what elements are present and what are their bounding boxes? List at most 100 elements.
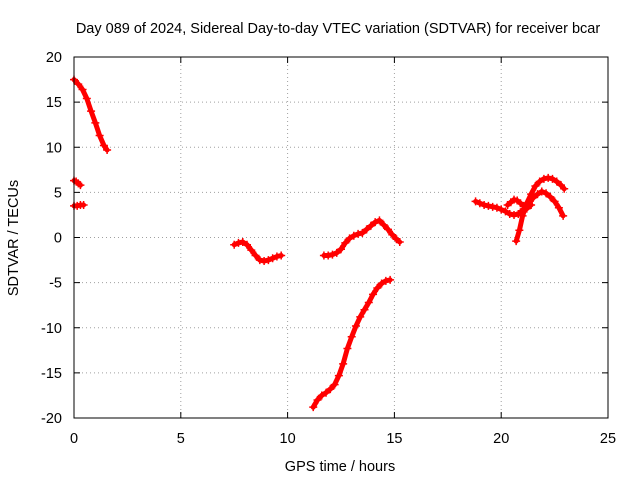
- data-point: [373, 284, 382, 293]
- data-point: [358, 228, 367, 237]
- data-point: [349, 231, 358, 240]
- data-point: [313, 395, 322, 404]
- data-point: [546, 192, 555, 201]
- data-point: [369, 290, 378, 299]
- data-point: [550, 197, 559, 206]
- data-point: [234, 238, 243, 247]
- series-arc-9: [512, 173, 569, 246]
- data-point: [79, 201, 88, 210]
- data-point: [247, 246, 256, 255]
- data-point: [360, 305, 369, 314]
- data-point: [354, 229, 363, 238]
- data-point: [542, 189, 551, 198]
- data-point: [103, 145, 112, 154]
- data-point: [377, 279, 386, 288]
- data-point: [277, 251, 286, 260]
- data-point: [366, 221, 375, 230]
- data-point: [515, 226, 524, 235]
- data-point: [484, 201, 493, 210]
- data-point: [383, 225, 392, 234]
- data-point: [381, 276, 390, 285]
- data-point: [345, 234, 354, 243]
- x-tick-label: 10: [280, 431, 296, 447]
- data-point: [332, 248, 341, 257]
- y-tick-label: -20: [41, 411, 62, 427]
- data-point: [268, 254, 277, 263]
- data-point: [512, 237, 521, 246]
- data-point: [475, 199, 484, 208]
- x-tick-label: 5: [177, 431, 185, 447]
- data-point: [309, 403, 318, 412]
- series-arc-6: [319, 216, 404, 260]
- data-point: [347, 332, 356, 341]
- data-point: [524, 199, 533, 208]
- data-point: [99, 141, 108, 150]
- data-point: [492, 203, 501, 212]
- x-tick-label: 0: [70, 431, 78, 447]
- data-point: [537, 187, 546, 196]
- x-tick-labels: 0 5 10 15 20 25: [70, 431, 616, 447]
- y-tick-label: -15: [41, 366, 62, 382]
- data-point: [559, 211, 568, 220]
- data-point: [544, 173, 553, 182]
- data-point: [322, 388, 331, 397]
- y-tick-label: 10: [46, 140, 62, 156]
- data-point: [379, 220, 388, 229]
- data-point: [539, 174, 548, 183]
- data-point: [87, 107, 96, 116]
- data-point: [341, 238, 350, 247]
- data-point: [388, 230, 397, 239]
- data-point: [364, 298, 373, 307]
- data-point: [510, 210, 519, 219]
- data-point: [317, 391, 326, 400]
- data-series: [70, 75, 569, 412]
- data-point: [91, 118, 100, 127]
- data-point: [552, 177, 561, 186]
- data-point: [529, 193, 538, 202]
- data-point: [343, 344, 352, 353]
- data-point: [230, 240, 239, 249]
- data-point: [471, 197, 480, 206]
- data-point: [324, 251, 333, 260]
- data-point: [260, 256, 269, 265]
- y-tick-label: -5: [49, 276, 62, 292]
- y-tick-label: 5: [54, 185, 62, 201]
- data-point: [501, 207, 510, 216]
- data-point: [516, 208, 525, 217]
- data-point: [76, 181, 85, 190]
- data-point: [334, 371, 343, 380]
- y-tick-labels: -20 -15 -10 -5 0 5 10 15 20: [41, 50, 62, 427]
- data-point: [337, 245, 345, 254]
- data-point: [264, 256, 273, 265]
- data-point: [272, 252, 281, 261]
- data-point: [78, 85, 87, 94]
- series-arc-4: [230, 238, 286, 265]
- series-arc-5: [309, 275, 395, 412]
- data-point: [82, 94, 91, 103]
- x-tick-label: 20: [493, 431, 509, 447]
- chart-title: Day 089 of 2024, Sidereal Day-to-day VTE…: [76, 21, 601, 37]
- y-axis-label: SDTVAR / TECUs: [6, 180, 22, 296]
- data-point: [480, 201, 489, 210]
- data-point: [375, 216, 384, 225]
- data-point: [488, 202, 497, 211]
- data-point: [238, 238, 247, 247]
- data-point: [395, 238, 404, 247]
- x-tick-label: 15: [386, 431, 402, 447]
- data-point: [330, 380, 339, 389]
- data-point: [533, 190, 542, 199]
- data-point: [326, 385, 335, 394]
- data-point: [560, 184, 569, 193]
- data-point: [386, 275, 395, 284]
- x-tick-label: 25: [600, 431, 616, 447]
- data-point: [520, 204, 529, 213]
- y-tick-label: 20: [46, 50, 62, 66]
- data-point: [243, 240, 252, 249]
- data-point: [74, 80, 83, 89]
- y-tick-label: -10: [41, 321, 62, 337]
- series-arc-10: [516, 187, 568, 220]
- y-tick-label: 15: [46, 95, 62, 111]
- data-point: [497, 205, 506, 214]
- data-point: [351, 321, 360, 330]
- data-point: [505, 210, 514, 219]
